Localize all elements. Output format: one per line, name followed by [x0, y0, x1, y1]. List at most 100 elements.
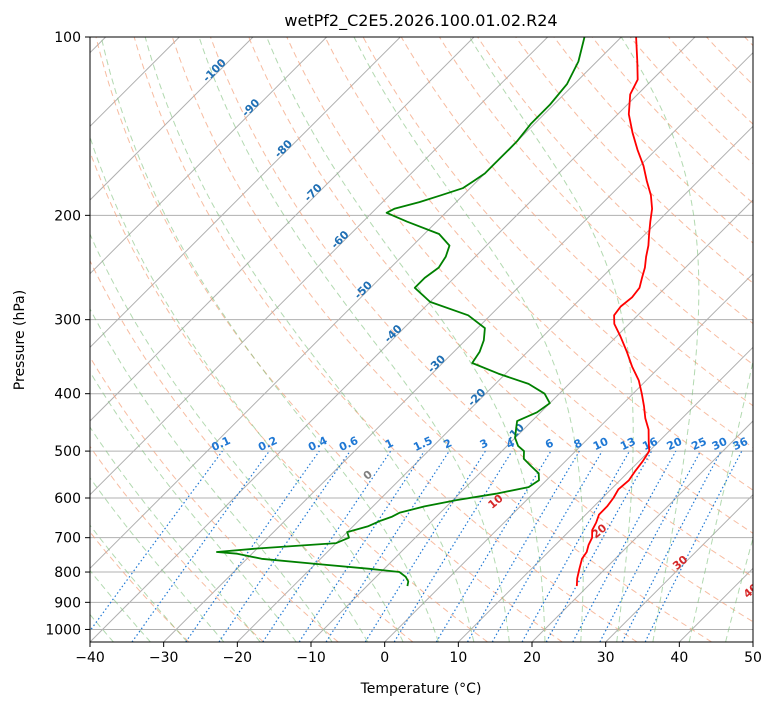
moist-adiabat-label: 40 [741, 581, 761, 601]
isotherm-line [90, 37, 696, 642]
isotherm-label: -30 [425, 352, 448, 375]
dry-adiabat-line [362, 37, 753, 449]
dry-adiabat-line [90, 445, 264, 642]
moist-adiabat-line [353, 37, 584, 642]
y-tick-label: 600 [54, 491, 81, 507]
x-tick-label: 0 [380, 650, 389, 666]
isotherm-line [384, 272, 753, 642]
dry-adiabat-line [629, 37, 753, 165]
moist-adiabat-line [620, 37, 700, 642]
isotherm-label: -60 [328, 228, 351, 251]
dry-adiabat-line [591, 37, 753, 204]
x-tick-label: −10 [296, 650, 326, 666]
temperature-profile-line [575, 37, 653, 587]
mixing-ratio-line [185, 450, 320, 642]
isotherm-line [90, 37, 254, 201]
mixing-ratio-label: 2 [442, 436, 454, 451]
x-tick-label: 40 [670, 650, 688, 666]
isotherm-line [310, 199, 753, 642]
plot-frame [89, 36, 754, 643]
mixing-ratio-line [572, 450, 677, 642]
dry-adiabat-line [400, 37, 753, 407]
dry-adiabat-line [90, 531, 190, 642]
moist-adiabat-line [688, 358, 753, 642]
y-tick-label: 100 [54, 30, 81, 46]
dry-adiabat-line [210, 37, 753, 623]
dry-adiabat-line [171, 37, 712, 642]
dry-adiabat-line [668, 37, 753, 125]
x-tick-label: 30 [597, 650, 615, 666]
isotherm-line [90, 37, 328, 275]
dry-adiabat-line [133, 37, 638, 642]
isotherm-line [163, 51, 753, 642]
y-tick-label: 300 [54, 313, 81, 329]
x-tick-label: −20 [223, 650, 253, 666]
mixing-ratio-label: 13 [618, 435, 637, 453]
mixing-ratio-label: 6 [543, 436, 556, 451]
mixing-ratio-line [435, 450, 552, 642]
isotherm-line [752, 641, 753, 642]
isotherm-label: -40 [382, 322, 405, 345]
mixing-ratio-label: 3 [478, 436, 490, 451]
mixing-ratio-line [90, 450, 223, 632]
mixing-ratio-line [599, 450, 702, 642]
dry-adiabat-line [90, 150, 488, 642]
isotherm-label: -70 [302, 181, 325, 204]
mixing-ratio-line [466, 450, 580, 642]
moist-adiabat-line [198, 37, 510, 642]
isotherm-label: -80 [272, 137, 295, 160]
x-tick-label: 50 [744, 650, 762, 666]
isotherm-line [531, 420, 753, 642]
moist-adiabat-line [90, 476, 225, 642]
y-tick-label: 900 [54, 595, 81, 611]
isotherm-line [90, 37, 549, 496]
dry-adiabat-line [477, 37, 753, 325]
mixing-ratio-line [131, 450, 270, 642]
moist-adiabat-label: 0 [361, 468, 375, 483]
mixing-ratio-line [393, 450, 513, 642]
isotherm-line [457, 346, 753, 642]
moist-adiabat-line [725, 536, 753, 642]
moist-adiabat-line [90, 569, 151, 642]
moist-adiabat-line [90, 308, 333, 642]
y-tick-label: 200 [54, 208, 81, 224]
moist-adiabat-line [100, 37, 439, 642]
isotherm-line [90, 37, 622, 570]
dry-adiabat-line [706, 37, 753, 86]
mixing-ratio-label: 16 [640, 435, 660, 453]
isotherm-line [605, 493, 753, 642]
isotherm-label: -50 [352, 278, 375, 301]
mixing-ratio-line [491, 450, 603, 642]
mixing-ratio-label: 10 [591, 435, 611, 453]
moist-adiabat-line [90, 426, 261, 642]
isotherm-line [90, 37, 475, 422]
moist-adiabat-line [90, 135, 404, 642]
mixing-ratio-label: 30 [710, 435, 730, 453]
mixing-ratio-line [545, 450, 653, 642]
x-tick-label: −30 [149, 650, 179, 666]
mixing-ratio-label: 25 [689, 435, 708, 453]
mixing-ratio-line [325, 450, 450, 642]
moist-adiabat-line [90, 232, 369, 642]
isotherm-line [90, 37, 401, 349]
mixing-ratio-line [521, 450, 631, 642]
y-axis-label: Pressure (hPa) [12, 290, 28, 390]
dry-adiabat-line [90, 356, 339, 642]
y-tick-label: 800 [54, 565, 81, 581]
moist-adiabat-line [90, 370, 297, 642]
x-axis-label: Temperature (°C) [360, 681, 482, 697]
mixing-ratio-label: 20 [665, 435, 685, 453]
x-tick-label: −40 [75, 650, 105, 666]
moist-adiabat-line [144, 37, 475, 642]
mixing-ratio-line [364, 450, 486, 642]
mixing-ratio-line [298, 450, 425, 642]
dewpoint-profile-line [216, 37, 586, 587]
isotherm-line [678, 567, 753, 642]
chart-title: wetPf2_C2E5.2026.100.01.02.R24 [284, 11, 557, 31]
x-tick-label: 10 [449, 650, 467, 666]
dry-adiabat-line [95, 37, 563, 642]
mixing-ratio-label: 36 [731, 435, 751, 453]
mixing-ratio-line [218, 450, 351, 642]
moist-adiabat-line [90, 524, 188, 642]
